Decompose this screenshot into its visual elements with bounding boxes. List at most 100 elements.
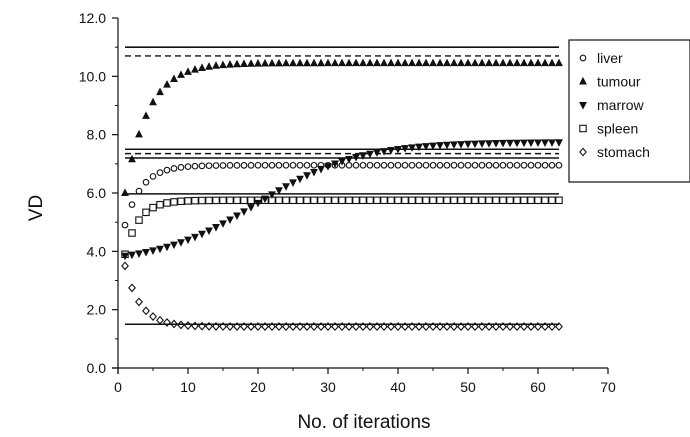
point-spleen [247,196,255,205]
point-spleen [443,196,451,205]
point-liver [282,161,290,169]
point-stomach [366,322,374,332]
point-spleen [226,196,234,205]
point-tumour [436,58,444,67]
point-stomach [149,312,157,321]
point-marrow [394,145,402,154]
point-stomach [555,322,563,332]
point-liver [163,166,171,174]
point-stomach [191,321,199,331]
point-tumour [478,58,486,67]
point-liver [226,162,234,169]
point-marrow [135,250,143,258]
point-tumour [520,58,528,67]
point-tumour [317,58,325,67]
point-spleen [303,196,311,205]
point-spleen [261,196,269,205]
series-spleen [121,196,563,259]
point-tumour [184,67,192,75]
point-spleen [457,196,465,205]
y-tick-label: 12.0 [79,10,106,26]
point-tumour [275,58,283,67]
point-spleen [324,196,332,205]
point-tumour [380,58,388,67]
point-stomach [142,306,150,316]
point-marrow [184,236,192,245]
point-spleen [415,196,423,205]
point-tumour [387,58,395,67]
point-liver [310,161,318,169]
point-marrow [317,165,325,174]
point-marrow [485,140,493,148]
point-spleen [555,196,563,205]
point-tumour [513,58,521,67]
point-tumour [289,58,297,67]
point-spleen [366,196,374,205]
point-stomach [177,320,185,330]
point-stomach [163,318,171,327]
point-spleen [492,196,500,205]
point-stomach [212,321,220,331]
point-marrow [513,139,521,148]
point-marrow [534,139,542,148]
legend-marker-spleen [579,124,587,133]
point-spleen [296,196,304,205]
point-liver [198,162,206,170]
point-spleen [331,196,339,205]
point-liver [121,221,129,229]
point-tumour [247,59,255,67]
point-liver [401,161,409,169]
point-tumour [499,58,507,67]
point-spleen [128,229,136,237]
point-tumour [464,58,472,67]
point-stomach [352,322,360,332]
point-stomach [233,322,241,331]
point-liver [387,161,395,169]
point-liver [135,187,143,195]
point-spleen [317,196,325,205]
point-spleen [499,196,507,205]
point-tumour [534,58,542,67]
point-marrow [478,140,486,148]
y-tick-label: 8.0 [87,127,107,143]
point-stomach [205,321,213,331]
point-liver [289,161,297,169]
point-liver [184,163,192,171]
y-tick-label: 10.0 [79,68,106,84]
point-liver [541,161,549,169]
point-liver [128,201,136,208]
point-spleen [170,198,178,206]
plot-area [121,46,563,332]
point-stomach [184,321,192,330]
point-liver [485,161,493,169]
point-tumour [254,59,262,67]
point-liver [212,162,220,169]
point-liver [352,161,360,169]
point-spleen [205,196,213,205]
legend-marker-stomach [579,147,587,157]
point-marrow [163,243,171,252]
point-stomach [268,322,276,332]
x-tick-label: 20 [250,379,266,395]
x-tick-label: 70 [600,379,616,395]
point-spleen [310,196,318,205]
point-spleen [408,196,416,205]
legend-box [568,39,690,183]
point-marrow [429,142,437,151]
legend-label-liver: liver [597,50,623,66]
point-liver [527,161,535,169]
point-spleen [149,203,157,212]
point-spleen [198,196,206,205]
point-spleen [268,196,276,205]
point-liver [149,173,157,180]
x-tick-label: 40 [390,379,406,395]
point-tumour [296,58,304,67]
point-spleen [345,196,353,205]
point-liver [268,161,276,169]
point-tumour [212,61,220,69]
point-stomach [296,322,304,332]
point-tumour [198,63,206,71]
point-tumour [527,58,535,67]
point-marrow [359,152,367,160]
point-tumour [303,58,311,67]
